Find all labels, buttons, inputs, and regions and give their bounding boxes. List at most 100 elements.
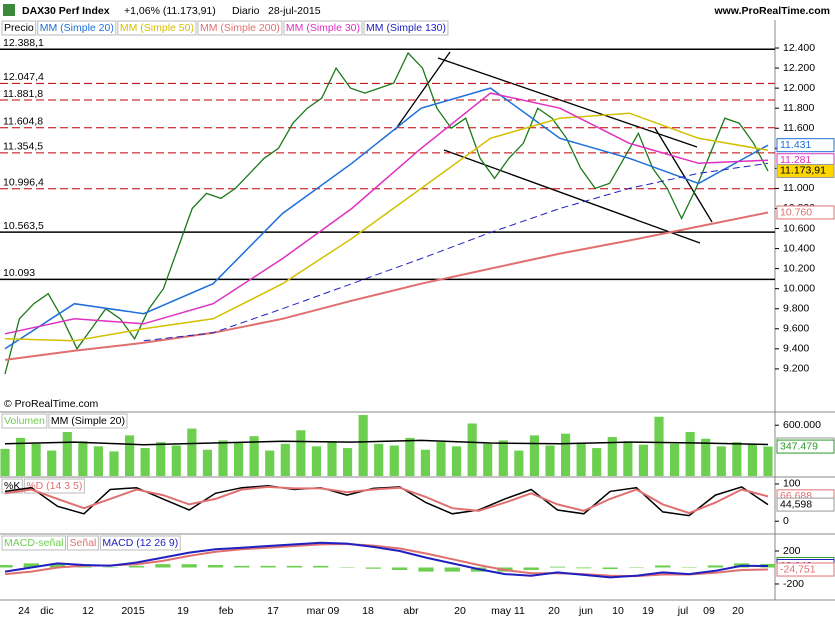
bar bbox=[78, 441, 88, 476]
trend-line bbox=[437, 57, 698, 148]
series-line bbox=[4, 51, 769, 375]
value-marker bbox=[776, 205, 835, 220]
legend-box bbox=[37, 20, 117, 36]
x-tick-label: 2015 bbox=[121, 605, 145, 617]
bar bbox=[49, 563, 66, 568]
level-label: 11.881,8 bbox=[3, 88, 43, 100]
value-marker-label: 347.479 bbox=[780, 440, 818, 452]
level-label: 12.388,1 bbox=[3, 37, 44, 49]
bar bbox=[655, 565, 671, 568]
bar bbox=[280, 443, 290, 476]
bar bbox=[592, 448, 602, 476]
bar bbox=[155, 564, 171, 568]
x-tick-label: 19 bbox=[177, 605, 189, 617]
series-line bbox=[4, 112, 769, 342]
bar bbox=[418, 567, 434, 572]
bar bbox=[109, 451, 119, 476]
bar bbox=[233, 442, 244, 476]
legend-label: Señal bbox=[70, 537, 97, 549]
bar bbox=[76, 566, 92, 568]
bar bbox=[265, 450, 275, 476]
title: DAX30 Perf Index bbox=[22, 5, 110, 17]
legend-box bbox=[48, 413, 128, 429]
bar bbox=[607, 437, 617, 476]
y-tick-label: 10.600 bbox=[783, 222, 815, 234]
y-tick-label: 12.200 bbox=[783, 62, 815, 74]
legend-label: MACD (12 26 9) bbox=[102, 537, 178, 549]
bar bbox=[602, 567, 618, 570]
series-line bbox=[4, 541, 769, 579]
bar bbox=[342, 448, 353, 476]
legend-label: MM (Simple 20) bbox=[40, 22, 114, 34]
bar bbox=[128, 565, 145, 568]
bar bbox=[47, 450, 57, 476]
value-marker bbox=[776, 163, 835, 178]
bar bbox=[467, 423, 477, 476]
x-tick-label: 09 bbox=[703, 605, 715, 617]
bar bbox=[747, 443, 758, 476]
bar bbox=[444, 567, 460, 572]
bar bbox=[23, 563, 39, 568]
y-tick-label: 100 bbox=[783, 478, 801, 490]
x-tick-label: 19 bbox=[642, 605, 654, 617]
y-tick-label: 9.600 bbox=[783, 323, 809, 335]
y-tick-label: 11.800 bbox=[783, 102, 814, 114]
bar bbox=[187, 428, 197, 476]
bar bbox=[576, 442, 586, 476]
level-label: 10.996,4 bbox=[3, 177, 44, 189]
y-tick-label: -200 bbox=[783, 578, 804, 590]
x-tick-label: 12 bbox=[82, 605, 94, 617]
y-tick-label: 600.000 bbox=[783, 419, 821, 431]
copyright: © ProRealTime.com bbox=[4, 398, 99, 410]
legend-box bbox=[1, 20, 37, 36]
bar bbox=[623, 441, 633, 476]
bar bbox=[420, 449, 431, 476]
bar bbox=[545, 445, 555, 476]
legend-label: MM (Simple 50) bbox=[120, 22, 194, 34]
trend-line bbox=[394, 51, 451, 131]
y-tick-label: 0 bbox=[783, 515, 789, 527]
bar bbox=[514, 450, 524, 476]
legend-label: MM (Simple 200) bbox=[200, 22, 280, 34]
y-tick-label: 9.400 bbox=[783, 343, 809, 355]
y-tick-label: 9.200 bbox=[783, 363, 809, 375]
bar bbox=[732, 442, 742, 476]
x-tick-label: mar 09 bbox=[307, 605, 340, 617]
y-tick-label: 12.400 bbox=[783, 42, 815, 54]
legend-label: %D (14 3 5) bbox=[26, 480, 82, 492]
x-tick-label: abr bbox=[403, 605, 419, 617]
legend-label: MM (Simple 130) bbox=[366, 22, 446, 34]
legend-label: MM (Simple 30) bbox=[286, 22, 360, 34]
x-tick-label: 24 bbox=[18, 605, 30, 617]
bar bbox=[549, 566, 566, 568]
y-tick-label: 10.200 bbox=[783, 262, 815, 274]
bar bbox=[374, 443, 384, 476]
legend: MACD-señal Señal MACD (12 26 9) bbox=[1, 535, 181, 551]
bar bbox=[654, 416, 664, 476]
value-marker bbox=[776, 138, 835, 153]
series-line bbox=[4, 439, 769, 446]
value-marker bbox=[776, 439, 835, 454]
legend-box bbox=[99, 535, 181, 551]
bar bbox=[529, 435, 540, 476]
bar bbox=[93, 446, 104, 476]
bar bbox=[436, 442, 446, 476]
y-tick-label: 200 bbox=[783, 545, 801, 557]
bar bbox=[685, 431, 695, 476]
bar bbox=[311, 446, 322, 476]
bar bbox=[15, 437, 26, 476]
bar bbox=[327, 441, 337, 476]
bar bbox=[0, 565, 13, 568]
site: www.ProRealTime.com bbox=[713, 5, 830, 17]
series-line bbox=[4, 92, 769, 335]
legend-box bbox=[283, 20, 363, 36]
bar bbox=[124, 435, 135, 476]
bar bbox=[156, 442, 166, 476]
bar bbox=[638, 444, 649, 476]
bar bbox=[523, 567, 539, 570]
bar bbox=[405, 437, 415, 476]
x-tick-label: 18 bbox=[362, 605, 374, 617]
level-label: 11.604,8 bbox=[3, 116, 43, 128]
trend-lines bbox=[394, 51, 713, 244]
